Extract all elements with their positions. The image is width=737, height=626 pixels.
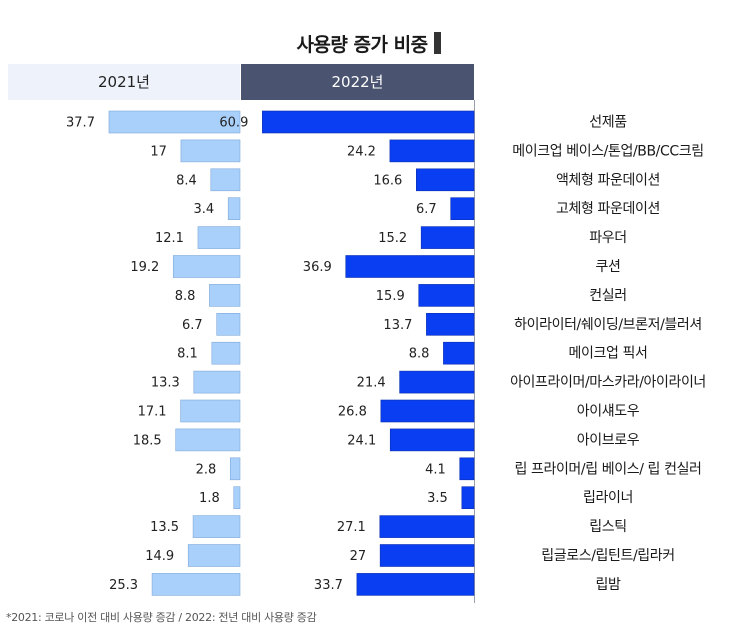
data-label-2021: 14.9 bbox=[145, 549, 174, 564]
data-label-2021: 17.1 bbox=[138, 405, 167, 420]
data-label-2021: 25.3 bbox=[109, 578, 138, 593]
bar-2021 bbox=[175, 428, 241, 452]
data-label-2021: 2.8 bbox=[196, 462, 217, 477]
category-label: 립밤 bbox=[596, 577, 621, 593]
category-label: 립글로스/립틴트/립라커 bbox=[541, 548, 674, 564]
footnote: *2021: 코로나 이전 대비 사용량 증감 / 2022: 전년 대비 사용… bbox=[6, 611, 317, 624]
bar-2022 bbox=[379, 544, 475, 567]
category-label: 립 프라이머/립 베이스/ 립 컨실러 bbox=[514, 461, 701, 477]
chart-title: 사용량 증가 비중 bbox=[0, 30, 737, 57]
bar-2022 bbox=[420, 226, 475, 249]
category-label: 고체형 파운데이션 bbox=[556, 201, 660, 217]
bar-2022 bbox=[418, 284, 475, 307]
category-label: 컨실러 bbox=[589, 288, 626, 304]
bar-2021 bbox=[180, 399, 241, 423]
data-label-2022: 13.7 bbox=[383, 318, 412, 333]
bar-2022 bbox=[262, 110, 475, 134]
category-label: 립라이너 bbox=[583, 490, 633, 506]
bar-2021 bbox=[172, 255, 241, 278]
category-label: 액체형 파운데이션 bbox=[556, 172, 660, 188]
data-label-2021: 19.2 bbox=[130, 260, 159, 275]
category-label: 아이섀도우 bbox=[577, 404, 640, 420]
data-label-2021: 6.7 bbox=[182, 318, 203, 333]
data-label-2022: 27 bbox=[350, 549, 367, 564]
data-label-2022: 27.1 bbox=[337, 520, 366, 535]
category-label: 메이크업 베이스/톤업/BB/CC크림 bbox=[512, 143, 703, 159]
category-label: 메이크업 픽서 bbox=[569, 346, 648, 362]
bar-2021 bbox=[209, 284, 241, 307]
bar-2021 bbox=[108, 110, 241, 134]
data-label-2022: 15.9 bbox=[376, 289, 405, 304]
data-label-2022: 3.5 bbox=[427, 491, 448, 506]
category-label: 립스틱 bbox=[589, 519, 626, 535]
bar-2021 bbox=[210, 168, 241, 192]
bar-2021 bbox=[216, 312, 241, 336]
bar-2022 bbox=[399, 370, 475, 394]
data-label-2022: 8.8 bbox=[409, 347, 430, 362]
bar-2022 bbox=[379, 515, 475, 538]
data-label-2022: 15.2 bbox=[378, 231, 407, 246]
title-marker bbox=[433, 32, 441, 54]
category-label: 아이브로우 bbox=[577, 432, 640, 448]
data-label-2021: 8.8 bbox=[175, 289, 196, 304]
bar-2022 bbox=[416, 168, 475, 192]
bar-2022 bbox=[380, 399, 475, 423]
data-label-2022: 24.1 bbox=[347, 433, 376, 448]
center-divider bbox=[474, 100, 475, 603]
chart-title-text: 사용량 증가 비중 bbox=[296, 34, 428, 56]
data-label-2021: 37.7 bbox=[66, 116, 95, 131]
data-label-2021: 8.1 bbox=[177, 347, 198, 362]
data-label-2021: 3.4 bbox=[193, 202, 214, 217]
data-label-2022: 60.9 bbox=[219, 116, 248, 131]
bar-2021 bbox=[192, 515, 241, 538]
bar-2021 bbox=[193, 370, 241, 394]
bar-2021 bbox=[211, 341, 241, 365]
data-label-2022: 4.1 bbox=[425, 462, 446, 477]
data-label-2022: 6.7 bbox=[416, 202, 437, 217]
bar-2021 bbox=[151, 573, 241, 596]
data-label-2021: 12.1 bbox=[155, 231, 184, 246]
data-label-2021: 13.5 bbox=[150, 520, 179, 535]
category-label: 아이프라이머/마스카라/아이라이너 bbox=[510, 375, 706, 391]
bar-2021 bbox=[187, 544, 241, 567]
data-label-2022: 33.7 bbox=[314, 578, 343, 593]
data-label-2021: 17 bbox=[150, 144, 167, 159]
data-label-2022: 24.2 bbox=[347, 144, 376, 159]
category-label: 선제품 bbox=[589, 115, 627, 131]
category-label: 쿠션 bbox=[596, 259, 621, 275]
bar-2022 bbox=[356, 573, 475, 596]
category-label: 하이라이터/쉐이딩/브론저/블러셔 bbox=[514, 317, 702, 333]
data-label-2021: 13.3 bbox=[151, 376, 180, 391]
bar-2022 bbox=[389, 428, 475, 452]
bar-2022 bbox=[426, 312, 475, 336]
header-2022: 2022년 bbox=[241, 64, 474, 100]
data-label-2022: 36.9 bbox=[303, 260, 332, 275]
bar-2021 bbox=[227, 197, 241, 220]
category-label: 파우더 bbox=[589, 230, 626, 246]
bar-2022 bbox=[443, 341, 475, 365]
data-label-2022: 16.6 bbox=[373, 173, 402, 188]
bar-2021 bbox=[229, 457, 241, 481]
bar-2022 bbox=[450, 197, 475, 220]
data-label-2021: 18.5 bbox=[133, 433, 162, 448]
bar-2022 bbox=[345, 255, 475, 278]
bar-2021 bbox=[233, 486, 241, 510]
bar-2022 bbox=[459, 457, 475, 481]
data-label-2021: 1.8 bbox=[199, 491, 220, 506]
bar-2021 bbox=[197, 226, 241, 249]
bar-2021 bbox=[180, 139, 241, 163]
bar-2022 bbox=[461, 486, 475, 510]
data-label-2021: 8.4 bbox=[176, 173, 197, 188]
data-label-2022: 21.4 bbox=[357, 376, 386, 391]
header-2021: 2021년 bbox=[8, 64, 240, 100]
bar-2022 bbox=[389, 139, 475, 163]
data-label-2022: 26.8 bbox=[338, 405, 367, 420]
